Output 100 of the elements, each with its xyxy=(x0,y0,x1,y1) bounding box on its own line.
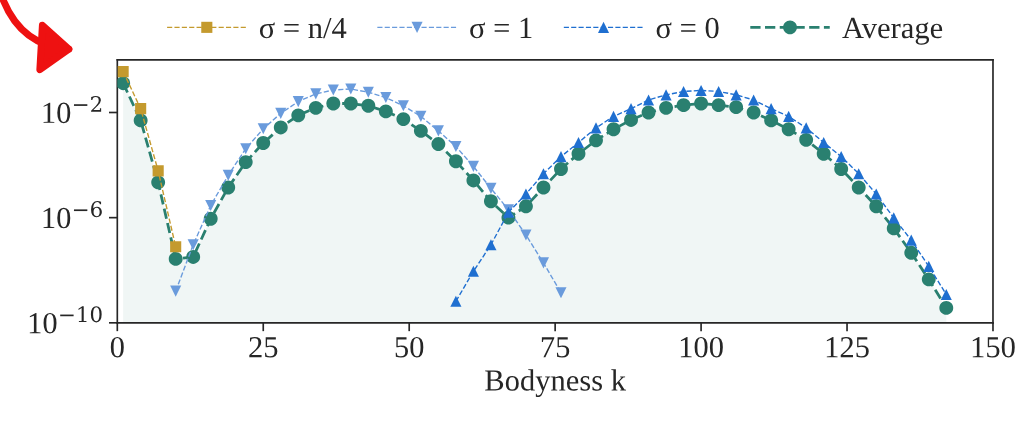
point xyxy=(221,180,236,195)
point xyxy=(781,122,796,137)
point xyxy=(923,260,935,272)
point xyxy=(940,288,952,300)
point xyxy=(625,103,637,115)
point xyxy=(536,180,551,195)
point xyxy=(450,140,462,153)
point xyxy=(361,98,376,113)
point xyxy=(448,154,463,169)
point xyxy=(905,234,917,246)
x-tick-label: 125 xyxy=(826,336,869,358)
point xyxy=(835,151,847,163)
point xyxy=(483,194,498,209)
point xyxy=(676,98,691,113)
point xyxy=(520,188,532,200)
point xyxy=(590,122,602,134)
x-tick-label: 0 xyxy=(110,336,124,358)
y-tick-label: 10$^{−6}$ xyxy=(43,201,102,229)
point xyxy=(238,155,253,170)
point xyxy=(660,89,672,101)
x-tick-label: 50 xyxy=(395,336,424,358)
point xyxy=(643,94,655,106)
point xyxy=(765,103,777,115)
legend-label: Average xyxy=(842,17,943,45)
point xyxy=(746,105,761,120)
point xyxy=(555,151,567,163)
point xyxy=(380,92,392,104)
point xyxy=(467,265,479,277)
point xyxy=(450,295,462,307)
point xyxy=(555,287,567,299)
point xyxy=(695,84,707,96)
point xyxy=(117,76,131,91)
point xyxy=(308,100,323,115)
point xyxy=(431,137,446,151)
point xyxy=(378,104,393,119)
point xyxy=(607,110,620,122)
point xyxy=(310,88,322,100)
point xyxy=(291,108,306,123)
point xyxy=(186,250,201,264)
point xyxy=(572,136,585,149)
point xyxy=(292,96,304,108)
point xyxy=(748,94,760,106)
point xyxy=(589,133,603,148)
point xyxy=(641,105,656,120)
point xyxy=(659,100,674,115)
point xyxy=(485,239,497,251)
point xyxy=(187,239,199,251)
point xyxy=(396,112,411,127)
point xyxy=(327,84,339,96)
point xyxy=(345,83,357,95)
legend-label: σ = 1 xyxy=(470,17,532,39)
point xyxy=(554,162,568,176)
point xyxy=(537,257,550,269)
point xyxy=(240,143,252,155)
point xyxy=(203,211,218,226)
point xyxy=(571,146,586,161)
point xyxy=(869,199,884,214)
point xyxy=(343,96,358,111)
point xyxy=(117,66,129,78)
point xyxy=(624,113,638,127)
point xyxy=(256,136,271,150)
point xyxy=(273,120,288,135)
point xyxy=(397,100,409,112)
point xyxy=(413,123,428,138)
x-tick-label: 75 xyxy=(541,337,570,358)
y-tick-label: 10$^{−2}$ xyxy=(43,95,102,124)
point xyxy=(834,162,849,176)
point xyxy=(326,96,341,111)
point xyxy=(711,98,726,113)
point xyxy=(870,188,882,200)
legend-label: σ = 0 xyxy=(656,17,719,39)
point xyxy=(678,85,690,98)
point xyxy=(729,100,744,115)
point xyxy=(170,241,182,253)
point xyxy=(764,113,779,128)
point xyxy=(730,89,742,101)
point xyxy=(135,103,147,115)
point xyxy=(257,123,269,135)
point xyxy=(851,180,866,195)
point xyxy=(606,122,621,137)
point xyxy=(467,160,479,172)
point xyxy=(485,182,497,194)
point xyxy=(205,199,217,212)
point xyxy=(520,229,532,241)
point xyxy=(939,300,954,315)
x-tick-label: 25 xyxy=(249,336,278,358)
point xyxy=(904,245,919,260)
point xyxy=(783,110,795,122)
point xyxy=(519,199,533,214)
point xyxy=(799,132,814,147)
point xyxy=(694,96,709,111)
point xyxy=(816,146,831,161)
legend-label: σ = n/4 xyxy=(259,17,347,39)
point xyxy=(713,85,725,98)
point xyxy=(537,168,550,180)
point xyxy=(921,272,936,287)
y-tick-label: 10$^{−10}$ xyxy=(29,306,102,334)
x-tick-label: 100 xyxy=(680,336,723,358)
point xyxy=(432,125,444,137)
x-axis-title: Bodyness k xyxy=(485,369,627,398)
